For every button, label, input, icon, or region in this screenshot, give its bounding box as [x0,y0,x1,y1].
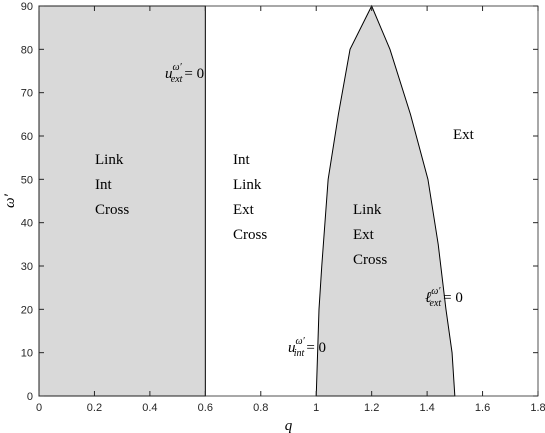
y-tick-label: 20 [21,304,33,316]
boundary-label-sup: ω′ [296,336,306,347]
x-tick-label: 1 [313,402,319,414]
boundary-label-base: ℓ [425,290,431,306]
y-tick-label: 90 [21,1,33,13]
region-label: Ext [353,227,375,243]
x-tick-label: 1.6 [475,402,490,414]
x-tick-label: 1.4 [419,402,434,414]
x-tick-label: 0.8 [253,402,268,414]
x-axis-label: q [285,418,293,433]
region-label: Cross [233,227,267,243]
region-label: Ext [453,127,475,143]
boundary-label: ℓω′ ext = 0 [425,286,463,309]
x-tick-label: 0.4 [142,402,157,414]
y-tick-label: 0 [27,391,33,403]
frame [38,5,539,397]
boundary-label-sup: ω′ [173,62,183,73]
x-tick-label: 0 [36,402,42,414]
y-tick-label: 70 [21,88,33,100]
boundary-label-eq: = 0 [306,340,326,356]
region-label: Link [233,177,262,193]
y-axis-label: ω′ [2,193,18,208]
x-tick-label: 1.2 [364,402,379,414]
boundary-label-sub: ext [171,74,183,85]
region-label: Cross [95,202,129,218]
region-label: Ext [233,202,255,218]
boundary-label-sub: ext [430,298,442,309]
boundary-label-eq: = 0 [184,66,204,82]
boundary-label-eq: = 0 [443,290,463,306]
y-tick-label: 50 [21,174,33,186]
region-label: Int [95,177,112,193]
y-tick-label: 10 [21,348,33,360]
y-tick-label: 40 [21,218,33,230]
region-label: Int [233,152,250,168]
region-label: Link [95,152,124,168]
boundary-label: uω′ ext = 0 [165,62,204,85]
boundary-label-sup: ω′ [431,286,441,297]
y-tick-label: 80 [21,44,33,56]
boundary-label-base: u [165,66,173,82]
boundary-label: uω′ int = 0 [288,336,326,359]
x-tick-label: 0.2 [87,402,102,414]
boundary-label-sub: int [294,348,305,359]
region-label: Link [353,202,382,218]
boundary-label-base: u [288,340,296,356]
region [315,4,456,397]
x-tick-label: 1.8 [530,402,545,414]
x-tick-label: 0.6 [198,402,213,414]
y-tick-label: 30 [21,261,33,273]
y-tick-label: 60 [21,131,33,143]
region-label: Cross [353,252,387,268]
